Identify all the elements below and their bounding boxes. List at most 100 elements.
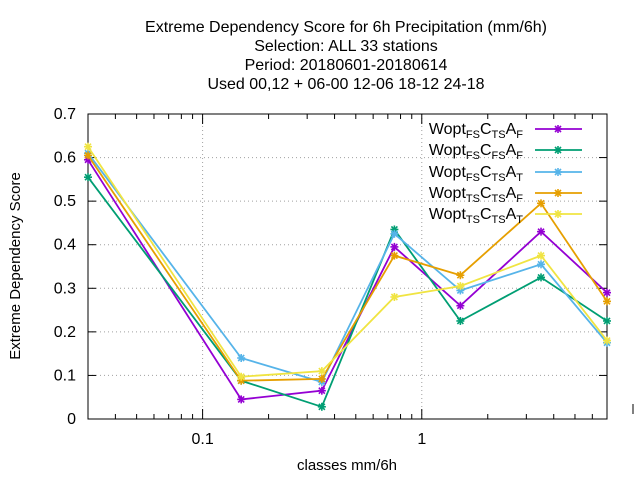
series	[84, 173, 611, 411]
y-tick-label: 0.1	[54, 367, 76, 384]
marker-diag	[603, 289, 611, 297]
series-point	[603, 297, 611, 306]
marker-diag	[603, 297, 611, 305]
series-point	[603, 316, 611, 325]
marker-diag	[603, 337, 611, 345]
series-point	[390, 251, 399, 260]
marker-diag	[554, 210, 562, 218]
marker-diag	[318, 367, 326, 375]
y-tick-label: 0.5	[54, 193, 76, 210]
marker-diag	[554, 146, 562, 154]
series	[84, 142, 611, 381]
legend-label: WoptFSCTSAF	[429, 121, 523, 141]
series	[84, 155, 611, 404]
series-point	[237, 395, 246, 404]
marker-diag	[537, 260, 545, 268]
series-point	[390, 293, 399, 301]
series-point	[554, 189, 562, 197]
marker-diag	[456, 282, 464, 290]
y-axis-label: Extreme Dependency Score	[7, 172, 24, 360]
series-point	[317, 367, 326, 376]
marker-diag	[456, 302, 464, 310]
marker-diag	[237, 354, 245, 362]
legend-label: WoptFSCTSAT	[429, 164, 523, 184]
series-point	[317, 374, 326, 383]
marker-diag	[84, 151, 92, 159]
marker-diag	[84, 143, 92, 151]
y-tick-label: 0.3	[54, 280, 76, 297]
axis-ticks	[87, 113, 634, 420]
y-tick-label: 0.2	[54, 324, 76, 341]
chart-title: Extreme Dependency Score for 6h Precipit…	[145, 19, 547, 93]
series-point	[456, 271, 465, 280]
series-point	[237, 354, 246, 362]
series-point	[84, 173, 92, 182]
series-line	[87, 152, 608, 384]
marker-diag	[318, 387, 326, 395]
marker-diag	[237, 373, 245, 381]
series-point	[603, 288, 611, 297]
marker-diag	[390, 293, 398, 301]
marker-diag	[537, 228, 545, 236]
series-point	[84, 142, 92, 151]
series-point	[237, 372, 246, 381]
series-point	[317, 402, 326, 411]
marker-diag	[554, 189, 562, 197]
marker-diag	[537, 273, 545, 281]
x-axis-label: classes mm/6h	[297, 457, 397, 474]
series-point	[537, 199, 546, 208]
y-axis-tick-labels: 0 0.1 0.2 0.3 0.4 0.5 0.6 0.7	[54, 106, 76, 428]
marker-diag	[84, 173, 92, 181]
series-point	[554, 168, 562, 176]
series-point	[456, 301, 465, 310]
marker-diag	[390, 243, 398, 251]
series-point	[537, 227, 546, 236]
plot-frame	[87, 113, 608, 420]
legend: WoptFSCTSAFWoptFSCFSAFWoptFSCTSATWoptTSC…	[429, 121, 582, 226]
chart-subtitle-selection: Selection: ALL 33 stations	[254, 38, 438, 55]
series-point	[554, 146, 562, 154]
y-tick-label: 0	[67, 411, 76, 428]
y-tick-label: 0.7	[54, 106, 76, 123]
marker-diag	[554, 125, 562, 133]
series-point	[317, 386, 326, 395]
marker-diag	[390, 230, 398, 238]
grid	[88, 114, 607, 419]
legend-label: WoptTSCTSAF	[429, 185, 523, 205]
marker-diag	[537, 252, 545, 260]
legend-label: WoptTSCTSAT	[429, 206, 523, 226]
x-tick-label: 1	[417, 431, 426, 448]
chart-subtitle-period: Period: 20180601-20180614	[245, 57, 448, 74]
x-axis-tick-labels: 0.1 1	[191, 431, 426, 448]
marker-diag	[237, 395, 245, 403]
series-point	[456, 282, 465, 291]
series-point	[84, 151, 92, 160]
series-point	[554, 125, 562, 133]
series-point	[390, 242, 399, 251]
series-point	[554, 210, 562, 218]
series-point	[537, 251, 546, 260]
chart-title-line: Extreme Dependency Score for 6h Precipit…	[145, 19, 547, 36]
marker-diag	[390, 252, 398, 260]
series-point	[390, 229, 399, 238]
series-group	[84, 142, 611, 411]
series-point	[537, 260, 546, 269]
series-point	[603, 336, 611, 345]
y-tick-label: 0.4	[54, 237, 76, 254]
marker-diag	[603, 317, 611, 325]
series-point	[537, 273, 546, 282]
x-tick-label: 0.1	[191, 431, 213, 448]
marker-diag	[318, 403, 326, 411]
legend-label: WoptFSCFSAF	[429, 142, 523, 162]
marker-diag	[554, 168, 562, 176]
series-point	[456, 316, 465, 325]
marker-diag	[537, 199, 545, 207]
series-line	[87, 176, 608, 408]
marker-diag	[456, 317, 464, 325]
chart-subtitle-used: Used 00,12 + 06-00 12-06 18-12 24-18	[207, 76, 484, 93]
y-tick-label: 0.6	[54, 150, 76, 167]
series	[84, 149, 611, 386]
marker-diag	[456, 271, 464, 279]
marker-diag	[318, 375, 326, 383]
